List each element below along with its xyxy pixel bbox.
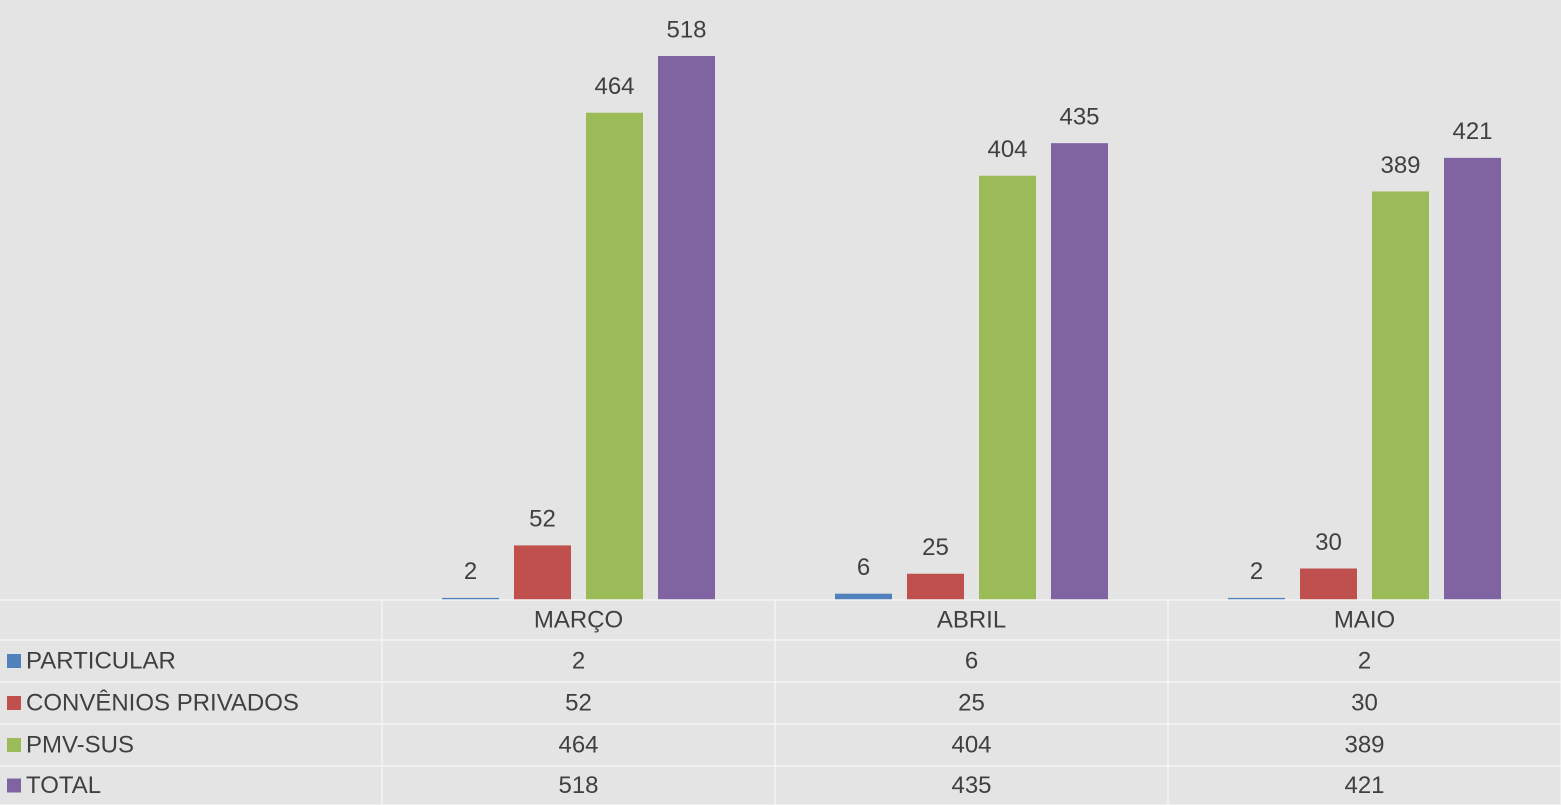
legend-label: PMV-SUS xyxy=(26,731,134,758)
legend-key xyxy=(7,778,21,793)
legend-key xyxy=(7,738,21,752)
data-label: 518 xyxy=(666,16,706,43)
legend-label: TOTAL xyxy=(26,772,101,799)
bar xyxy=(1228,597,1285,600)
data-label: 435 xyxy=(1059,104,1099,131)
table-cell: 421 xyxy=(1344,772,1384,799)
data-label: 52 xyxy=(529,506,556,533)
table-cell: 25 xyxy=(958,689,985,716)
data-label: 30 xyxy=(1315,529,1342,556)
table-cell: 435 xyxy=(951,772,991,799)
legend-key xyxy=(7,654,21,668)
data-label: 404 xyxy=(987,136,1027,163)
bar xyxy=(586,112,643,601)
data-label: 2 xyxy=(1250,558,1263,585)
bar xyxy=(1300,568,1357,600)
bar xyxy=(835,593,892,600)
bar xyxy=(442,597,499,600)
data-label: 2 xyxy=(464,558,477,585)
table-cell: 52 xyxy=(565,689,592,716)
data-label: 25 xyxy=(922,534,949,561)
table-cell: 2 xyxy=(1358,647,1371,674)
data-label: 389 xyxy=(1380,152,1420,179)
legend-label: PARTICULAR xyxy=(26,647,176,674)
bar xyxy=(1444,157,1501,601)
table-cell: 404 xyxy=(951,731,991,758)
legend-key xyxy=(7,696,21,710)
bar xyxy=(658,56,715,600)
table-cell: 30 xyxy=(1351,689,1378,716)
x-tick-label: MARÇO xyxy=(534,606,623,633)
data-label: 6 xyxy=(857,554,870,581)
table-cell: 2 xyxy=(572,647,585,674)
x-tick-label: ABRIL xyxy=(937,606,1006,633)
table-cell: 518 xyxy=(558,772,598,799)
data-label: 421 xyxy=(1452,118,1492,145)
bar xyxy=(907,573,964,600)
table-cell: 6 xyxy=(965,647,978,674)
table-cell: 464 xyxy=(558,731,598,758)
table-cell: 389 xyxy=(1344,731,1384,758)
bar xyxy=(1051,143,1108,600)
x-tick-label: MAIO xyxy=(1334,606,1395,633)
legend-label: CONVÊNIOS PRIVADOS xyxy=(26,689,299,716)
bar xyxy=(514,545,571,600)
bar xyxy=(1372,191,1429,600)
data-label: 464 xyxy=(594,73,634,100)
bar xyxy=(979,175,1036,601)
